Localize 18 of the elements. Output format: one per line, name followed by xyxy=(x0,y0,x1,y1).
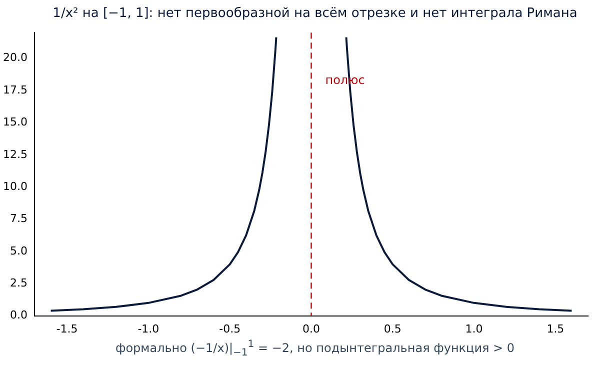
y-tick-label: 15.0 xyxy=(2,116,28,129)
x-tick-label: -0.5 xyxy=(219,322,241,336)
x-tick-label: -1.5 xyxy=(56,322,78,336)
y-tick-label: 0.0 xyxy=(10,308,28,322)
y-tick-label: 12.5 xyxy=(2,148,28,161)
x-tick-label: -1.0 xyxy=(138,322,160,336)
y-tick-label: 7.5 xyxy=(10,212,28,226)
y-tick-label: 5.0 xyxy=(10,244,28,258)
x-tick-label: 0.5 xyxy=(384,322,402,336)
x-tick-label: 0.0 xyxy=(302,322,320,336)
y-tick-label: 17.5 xyxy=(2,83,28,96)
y-tick-label: 20.0 xyxy=(2,51,28,64)
x-tick-label: 1.0 xyxy=(465,322,483,336)
y-tick-label: 2.5 xyxy=(10,276,28,290)
x-axis-title: формально (−1/x)|$_{−1}$$^{1}$ = −2, но подынтегральная функция > 0 xyxy=(114,339,516,358)
y-tick-label: 10.0 xyxy=(2,180,28,193)
chart-title: 1/x² на [−1, 1]: нет первообразной на всём отрезке и нет интеграла Римана xyxy=(52,5,578,23)
x-tick-label: 1.5 xyxy=(546,322,564,336)
